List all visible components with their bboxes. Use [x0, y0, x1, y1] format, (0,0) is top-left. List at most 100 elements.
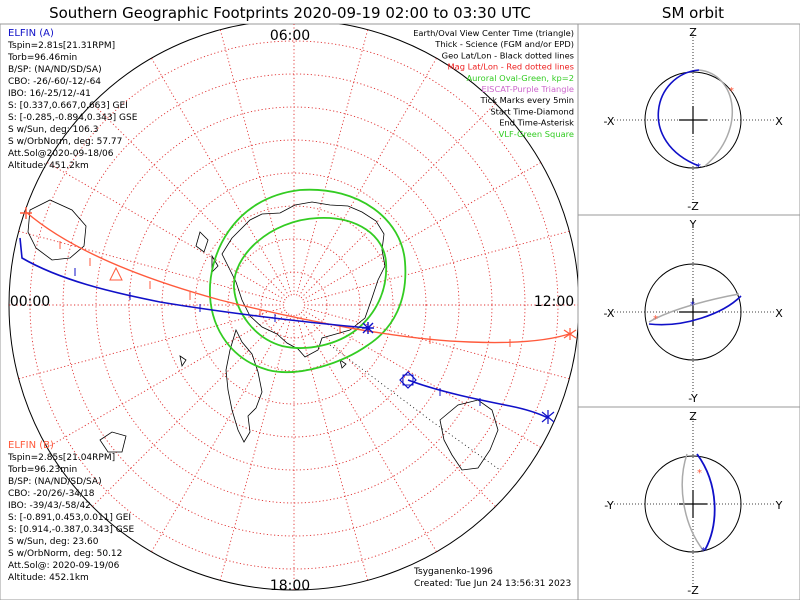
elfin-b-info-line: S w/OrbNorm, deg: 50.12 [8, 549, 122, 559]
elfin-a-info-line: S w/Sun, deg: 106.3 [8, 125, 98, 135]
elfin-a-info-line: Altitude: 451.2km [8, 161, 89, 171]
orbit-axis-label-right: Y [775, 499, 783, 512]
orbit-panel: Y -Y -X X * * [604, 218, 784, 405]
orbit-b-marker: * [697, 468, 702, 479]
grid-meridian [88, 311, 288, 511]
elfin-b-info-line: CBO: -20/26/-34/18 [8, 489, 95, 499]
legend-entry: Start Time-Diamond [490, 106, 574, 116]
elfin-b-start-marker [20, 207, 32, 219]
grid-meridian [88, 99, 288, 299]
elfin-b-info-line: S: [0.914,-0.387,0.343] GSE [8, 525, 134, 535]
coastline [179, 355, 187, 368]
elfin-a-info-line: S: [-0.285,-0.894,0.343] GSE [8, 113, 138, 123]
elfin-b-info-line: Tspin=2.85s[21.04RPM] [7, 453, 115, 463]
elfin-a-info: ELFIN (A) Tspin=2.81s[21.31RPM] Torb=96.4… [7, 28, 138, 171]
grid-meridian [302, 309, 546, 451]
elfin-b-info-line: S w/Sun, deg: 23.60 [8, 537, 99, 547]
elfin-b-info-line: Torb=96.23min [7, 465, 77, 475]
grid-meridian [148, 53, 290, 297]
orbit-panel: Z -Z -Y Y * * [604, 410, 782, 597]
coastline [225, 328, 263, 443]
orbit-axis-label-bottom: -Z [687, 200, 699, 213]
elfin-a-info-line: CBO: -26/-60/-12/-64 [8, 77, 101, 87]
orbit-b-path [681, 453, 704, 551]
elfin-a-info-line: Att.Sol@2020-09-18/06 [8, 149, 114, 159]
orbit-axis-label-top: Y [689, 218, 697, 231]
grid-circle [62, 73, 526, 537]
orbit-axis-label-left: -X [604, 115, 615, 128]
figure-title: Southern Geographic Footprints 2020-09-1… [49, 4, 531, 22]
elfin-a-track-1 [19, 237, 369, 329]
auroral-oval [209, 188, 407, 374]
orbit-title: SM orbit [662, 4, 724, 22]
legend-entry: EISCAT-Purple Triangle [481, 84, 574, 94]
legend-entry: Mag Lat/Lon - Red dotted lines [447, 62, 574, 72]
orbit-panel: Z -Z -X X * * [604, 26, 784, 213]
coastline [339, 359, 347, 369]
legend-entry: Earth/Oval View Center Time (triangle) [413, 28, 574, 38]
model-label: Tsyganenko-1996 [413, 567, 493, 577]
grid-circle [29, 40, 559, 570]
auroral-oval-outer [209, 188, 407, 374]
elfin-b-info: ELFIN (B) Tspin=2.85s[21.04RPM] Torb=96.2… [7, 440, 134, 583]
orbit-a-marker: * [701, 546, 706, 557]
time-label-top: 06:00 [270, 28, 310, 44]
elfin-a-end-asterisk [362, 322, 374, 334]
grid-meridian [218, 314, 292, 586]
grid-meridian [303, 229, 575, 303]
elfin-b-info-line: Altitude: 452.1km [8, 573, 89, 583]
legend-entry: Tick Marks every 5min [479, 95, 574, 105]
grid-meridian [298, 313, 440, 557]
grid-meridian [148, 313, 290, 557]
legend-entry: Thick - Science (FGM and/or EPD) [434, 39, 574, 49]
grid-circle [161, 172, 427, 438]
time-label-bottom: 18:00 [270, 578, 310, 594]
elfin-b-info-line: S: [-0.891,0.453,0.011] GEI [8, 513, 131, 523]
legend-entry: Geo Lat/Lon - Black dotted lines [442, 50, 574, 60]
elfin-a-info-line: B/SP: (NA/ND/SD/SA) [8, 65, 102, 75]
orbit-axis-label-left: -X [604, 307, 615, 320]
coastline [27, 199, 87, 261]
orbit-axis-label-right: X [775, 307, 783, 320]
geo-grid-line [329, 344, 501, 471]
elfin-b-track [25, 211, 573, 344]
coastline [99, 431, 127, 453]
elfin-a-name: ELFIN (A) [8, 28, 54, 39]
grid-circle [260, 271, 328, 339]
elfin-b-name: ELFIN (B) [8, 440, 54, 451]
orbit-a-path [657, 69, 700, 167]
orbit-axis-label-bottom: -Z [687, 584, 699, 597]
time-label-left: 00:00 [10, 294, 50, 310]
elfin-b-info-line: Att.Sol@: 2020-09-19/06 [8, 561, 120, 571]
grid-meridian [298, 53, 440, 297]
elfin-a-info-line: Torb=96.46min [7, 53, 77, 63]
legend-entry: Auroral Oval-Green, kp=2 [466, 73, 574, 83]
orbit-a-marker: * [690, 300, 695, 311]
orbit-earth-circle [644, 263, 742, 361]
time-label-right: 12:00 [534, 294, 574, 310]
mag-grid [9, 24, 578, 590]
elfin-b-info-line: IBO: -39/43/-58/42 [8, 501, 91, 511]
elfin-a-asterisk-2 [541, 410, 555, 424]
footprint-tracks [19, 207, 577, 424]
legend-entry: End Time-Asterisk [499, 118, 574, 128]
grid-meridian [42, 159, 286, 301]
grid-meridian [42, 309, 286, 451]
created-label: Created: Tue Jun 24 13:56:31 2023 [414, 579, 571, 589]
elfin-a-info-line: S: [0.337,0.667,0.663] GEI [8, 101, 128, 111]
grid-meridian [218, 24, 292, 296]
grid-meridian [296, 24, 370, 296]
legend: Earth/Oval View Center Time (triangle)Th… [413, 28, 574, 139]
elfin-a-track-2 [407, 379, 549, 419]
elfin-b-info-line: B/SP: (NA/ND/SD/SA) [8, 477, 102, 487]
elfin-b-center-triangle [109, 266, 123, 281]
orbit-a-path [696, 453, 716, 551]
polar-map [8, 24, 578, 591]
orbit-axis-label-top: Z [689, 410, 697, 423]
orbit-earth-circle [644, 455, 742, 553]
elfin-a-info-line: Tspin=2.81s[21.31RPM] [7, 41, 115, 51]
orbit-b-path [648, 293, 740, 323]
orbit-b-path [698, 69, 734, 167]
grid-meridian [13, 229, 285, 303]
